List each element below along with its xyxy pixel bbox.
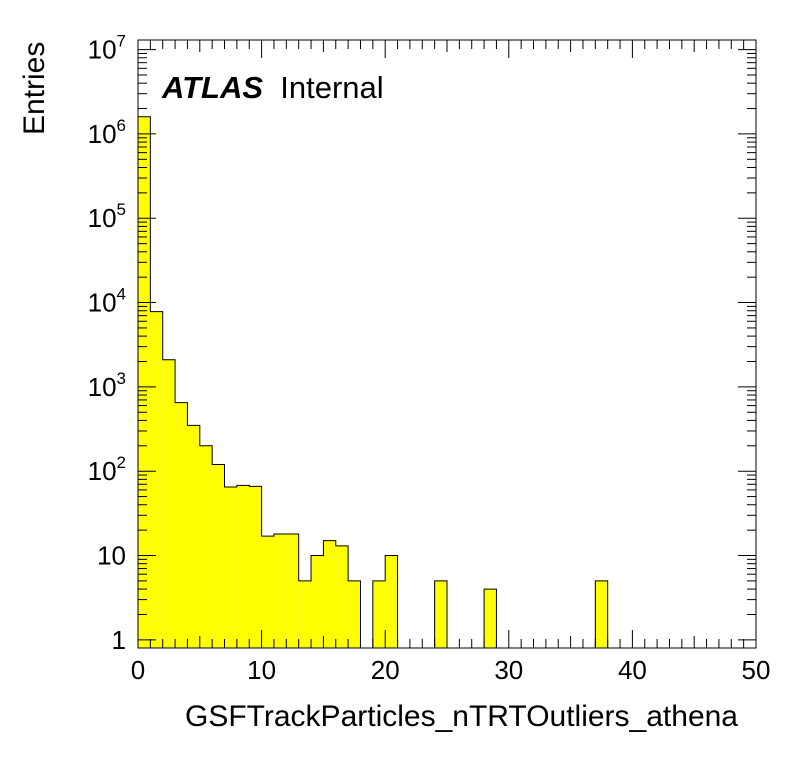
y-tick-label: 104 [88, 285, 126, 318]
x-tick-label: 40 [618, 655, 647, 685]
histogram-bar [150, 311, 163, 648]
tick-labels: 0 10 20 30 40 50 1 10 102 103 104 105 106 107 [88, 32, 771, 685]
plot-frame [137, 39, 757, 649]
x-tick-label: 30 [494, 655, 523, 685]
histogram-bar [335, 545, 349, 648]
histogram-bar [484, 589, 497, 648]
x-tick-label: 10 [247, 655, 276, 685]
histogram-bar [323, 540, 336, 648]
histogram-bar [298, 580, 312, 648]
histogram-bar [385, 555, 398, 648]
histogram-bar [199, 445, 213, 648]
x-tick-label: 0 [131, 655, 145, 685]
y-tick-label: 105 [88, 200, 126, 233]
histogram-bar [175, 402, 188, 648]
x-tick-label: 50 [742, 655, 771, 685]
histogram-bar [372, 580, 386, 648]
x-tick-label: 20 [371, 655, 400, 685]
histogram-bar [224, 486, 237, 648]
histogram-bar [187, 425, 200, 648]
x-axis-title: GSFTrackParticles_nTRTOutliers_athena [185, 700, 738, 733]
axis-ticks [137, 40, 757, 648]
histogram-bar [595, 580, 608, 648]
histogram-bar [434, 580, 447, 648]
y-tick-label: 1 [112, 625, 126, 655]
histogram-bar [311, 555, 324, 648]
histogram-bar [348, 580, 361, 648]
histogram-bar [273, 533, 287, 648]
y-tick-label: 103 [88, 369, 126, 402]
y-tick-label: 10 [97, 541, 126, 571]
atlas-brand: ATLAS [162, 70, 264, 105]
y-tick-label: 106 [88, 116, 126, 149]
y-tick-label: 102 [88, 453, 126, 486]
histogram-bar [162, 359, 176, 648]
histogram-bar [286, 533, 299, 648]
y-tick-label: 107 [88, 32, 126, 65]
histogram-outline [137, 116, 756, 649]
histogram-bar [249, 486, 262, 648]
histogram-bars [137, 116, 756, 649]
y-axis-title: Entries [18, 41, 51, 135]
histogram-bar [261, 536, 274, 648]
histogram-bar [236, 485, 250, 648]
histogram-bar [212, 464, 225, 648]
atlas-label: ATLAS Internal [162, 70, 384, 106]
atlas-status: Internal [280, 70, 384, 105]
